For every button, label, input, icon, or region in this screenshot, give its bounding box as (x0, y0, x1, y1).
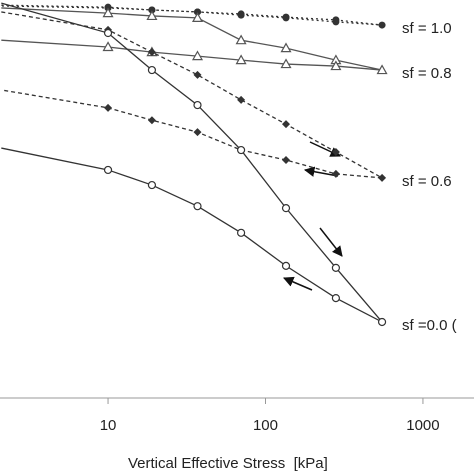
arrow (303, 166, 339, 177)
point (282, 120, 291, 129)
series-label: sf = 1.0 (402, 20, 452, 37)
x-tick-label: 100 (253, 417, 278, 434)
point (235, 54, 247, 65)
point (102, 41, 114, 52)
point (376, 64, 388, 75)
x-tick-label: 1000 (406, 417, 439, 434)
point (237, 11, 245, 19)
series-label: sf = 0.8 (402, 65, 452, 82)
point (378, 173, 387, 182)
point (193, 70, 202, 79)
point (377, 317, 387, 327)
series-label: sf = 0.6 (402, 173, 452, 190)
series-line (1, 2, 383, 323)
point (332, 18, 340, 26)
point (147, 180, 157, 190)
point (104, 103, 113, 112)
point (280, 42, 292, 53)
x-tick-label: 10 (100, 417, 117, 434)
point (147, 48, 156, 57)
point (281, 261, 291, 270)
point (282, 14, 290, 22)
point (236, 145, 246, 155)
point (280, 58, 292, 69)
series-label: sf =0.0 ( (402, 317, 457, 334)
point (193, 128, 202, 137)
point (103, 28, 113, 38)
point (331, 294, 340, 303)
point (193, 8, 201, 16)
x-axis-label: Vertical Effective Stress [kPa] (128, 455, 328, 472)
point (235, 34, 247, 45)
arrow (283, 276, 313, 291)
point (378, 21, 386, 29)
point (330, 60, 342, 71)
point (146, 10, 158, 21)
series-line (1, 7, 383, 71)
point (148, 6, 156, 14)
point (191, 50, 204, 61)
point (331, 263, 340, 272)
point (102, 7, 114, 18)
point (147, 116, 156, 125)
point (103, 165, 113, 175)
point (281, 204, 291, 213)
point (282, 155, 291, 164)
point (193, 100, 202, 110)
series-line (1, 11, 383, 179)
point (193, 202, 202, 211)
point (331, 169, 340, 178)
point (236, 228, 246, 237)
arrow (319, 227, 343, 257)
point (191, 12, 204, 23)
point (331, 148, 340, 157)
point (237, 95, 246, 104)
point (147, 65, 157, 75)
